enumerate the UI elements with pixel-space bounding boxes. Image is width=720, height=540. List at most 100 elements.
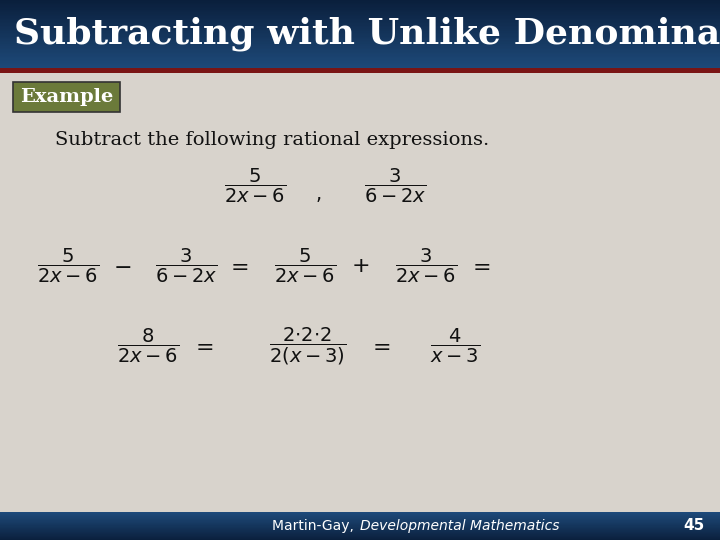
Text: $\dfrac{3}{6-2x}$: $\dfrac{3}{6-2x}$	[155, 247, 217, 285]
Bar	[0, 530, 720, 531]
Bar	[0, 523, 720, 524]
Bar	[0, 522, 720, 523]
Bar	[0, 533, 720, 534]
Text: $=$: $=$	[225, 256, 248, 276]
Bar	[0, 523, 720, 524]
Bar	[0, 24, 720, 26]
Bar	[0, 58, 720, 60]
Bar	[0, 521, 720, 522]
Bar	[0, 10, 720, 11]
Bar	[0, 22, 720, 24]
Bar	[0, 44, 720, 45]
Bar	[0, 32, 720, 35]
Text: $\dfrac{3}{2x-6}$: $\dfrac{3}{2x-6}$	[395, 247, 457, 285]
Text: Martin-Gay,: Martin-Gay,	[271, 519, 358, 533]
Bar	[0, 517, 720, 518]
Text: Developmental Mathematics: Developmental Mathematics	[360, 519, 559, 533]
Bar	[0, 21, 720, 22]
Bar	[0, 55, 720, 56]
Bar	[0, 2, 720, 3]
Text: $\dfrac{2{\cdot}2{\cdot}2}{2(x-3)}$: $\dfrac{2{\cdot}2{\cdot}2}{2(x-3)}$	[269, 326, 347, 367]
Bar	[0, 23, 720, 25]
Bar	[0, 0, 720, 2]
Bar	[0, 525, 720, 526]
Bar	[0, 27, 720, 29]
Text: $=$: $=$	[191, 336, 213, 356]
Bar	[0, 536, 720, 537]
Bar	[0, 34, 720, 36]
Bar	[0, 527, 720, 528]
Text: $\dfrac{8}{2x-6}$: $\dfrac{8}{2x-6}$	[117, 327, 179, 365]
Bar	[0, 53, 720, 55]
Text: Subtract the following rational expressions.: Subtract the following rational expressi…	[55, 131, 490, 149]
Bar	[0, 537, 720, 538]
Bar	[0, 522, 720, 523]
Bar	[0, 515, 720, 516]
Bar	[0, 66, 720, 69]
Bar	[0, 52, 720, 53]
Bar	[0, 514, 720, 515]
Bar	[0, 524, 720, 525]
Bar	[0, 65, 720, 67]
Bar	[0, 49, 720, 51]
Bar	[0, 528, 720, 529]
Text: $+$: $+$	[351, 256, 369, 276]
FancyBboxPatch shape	[13, 82, 120, 112]
Bar	[0, 14, 720, 16]
Bar	[0, 537, 720, 538]
Bar	[0, 31, 720, 33]
Bar	[0, 30, 720, 32]
Bar	[0, 525, 720, 526]
Bar	[0, 19, 720, 21]
Bar	[0, 526, 720, 528]
Bar	[0, 57, 720, 59]
Text: $=$: $=$	[468, 256, 490, 276]
Bar	[0, 12, 720, 14]
Bar	[0, 536, 720, 537]
Text: $\dfrac{3}{6-2x}$: $\dfrac{3}{6-2x}$	[364, 167, 426, 205]
Bar	[0, 16, 720, 18]
Bar	[0, 512, 720, 513]
Bar	[0, 38, 720, 40]
Bar	[0, 11, 720, 13]
Bar	[0, 516, 720, 517]
Text: Example: Example	[20, 88, 113, 106]
Text: $=$: $=$	[368, 336, 390, 356]
Bar	[0, 534, 720, 535]
Bar	[0, 516, 720, 517]
Text: $\dfrac{5}{2x-6}$: $\dfrac{5}{2x-6}$	[274, 247, 336, 285]
Bar	[0, 529, 720, 530]
Bar	[0, 41, 720, 43]
Bar	[0, 529, 720, 530]
Bar	[0, 18, 720, 19]
Bar	[0, 538, 720, 539]
Bar	[0, 48, 720, 50]
Bar	[0, 531, 720, 532]
Bar	[0, 29, 720, 30]
Text: Subtracting with Unlike Denominators: Subtracting with Unlike Denominators	[14, 17, 720, 51]
Bar	[0, 514, 720, 515]
Bar	[0, 64, 720, 66]
Bar	[0, 26, 720, 28]
Bar	[0, 39, 720, 41]
Bar	[0, 3, 720, 4]
Text: $\dfrac{5}{2x-6}$: $\dfrac{5}{2x-6}$	[37, 247, 99, 285]
Bar	[0, 531, 720, 532]
Text: 45: 45	[684, 518, 705, 534]
Bar	[0, 539, 720, 540]
Bar	[0, 515, 720, 516]
Bar	[0, 63, 720, 64]
Bar	[0, 528, 720, 529]
Bar	[0, 56, 720, 58]
Bar	[0, 46, 720, 48]
Bar	[0, 538, 720, 539]
Bar	[0, 42, 720, 44]
Bar	[0, 520, 720, 521]
Bar	[0, 535, 720, 536]
Bar	[0, 535, 720, 536]
Text: $\dfrac{5}{2x-6}$: $\dfrac{5}{2x-6}$	[224, 167, 286, 205]
Bar	[0, 50, 720, 52]
Bar	[0, 45, 720, 47]
Bar	[0, 4, 720, 6]
Bar	[0, 526, 720, 527]
